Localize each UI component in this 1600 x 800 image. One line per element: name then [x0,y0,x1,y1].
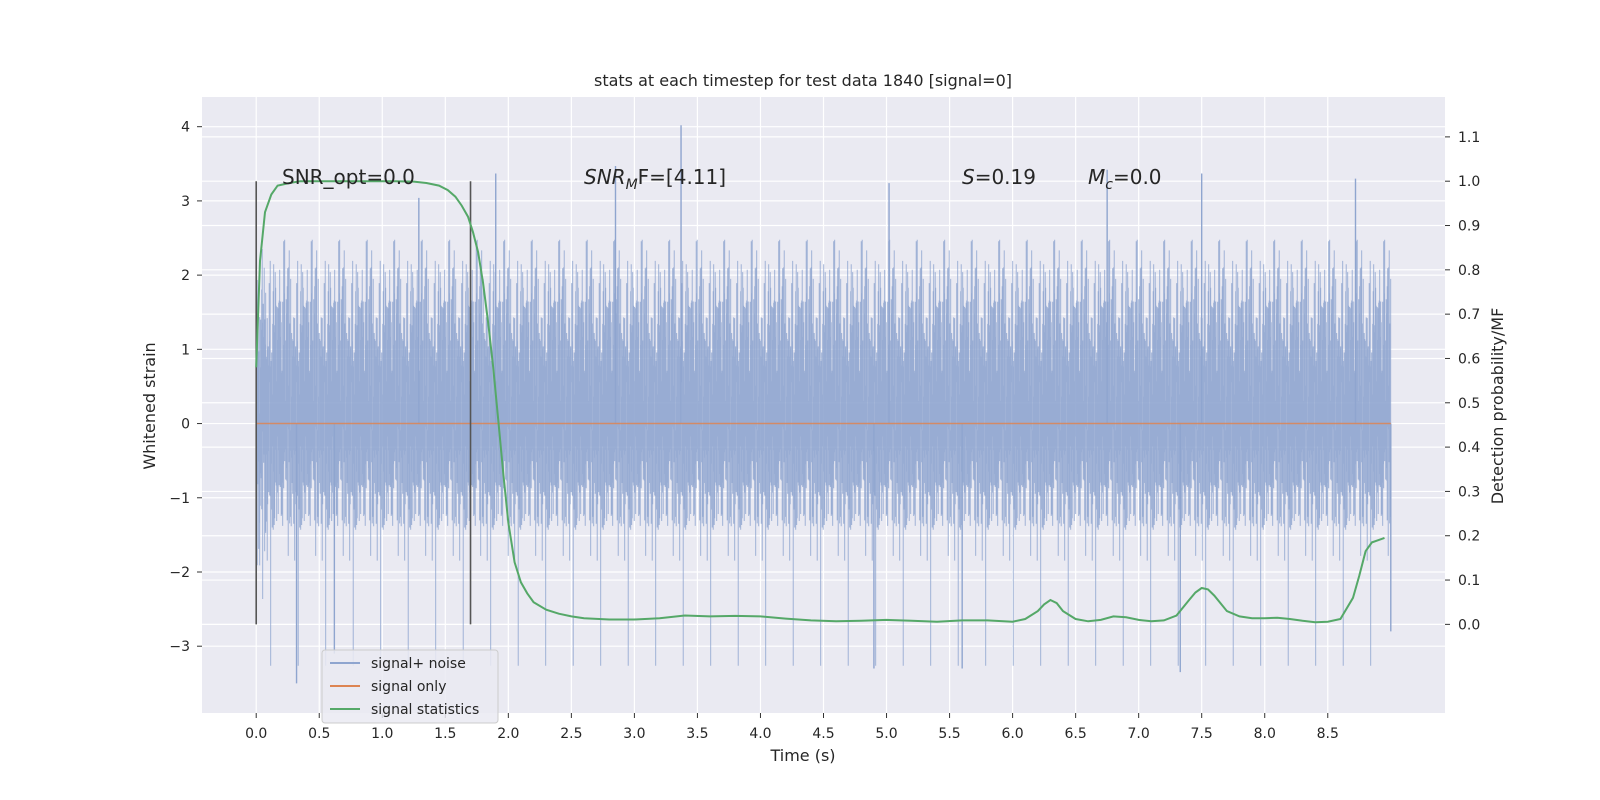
x-tick-label: 1.0 [371,726,393,742]
x-tick-label: 5.0 [875,726,897,742]
y2-tick-label: 0.6 [1458,351,1480,367]
y-tick-label: 0 [181,417,190,433]
y-tick-label: −1 [169,491,190,507]
y-axis-ticks: −3 −2 −1 0 1 2 3 4 [169,120,202,655]
y-tick-label: −3 [169,639,190,655]
x-tick-label: 6.0 [1001,726,1023,742]
y2-tick-label: 0.7 [1458,307,1480,323]
x-tick-label: 8.5 [1317,726,1339,742]
y-axis-label: Whitened strain [140,342,159,469]
annotation-mc-sub: c [1105,177,1113,193]
x-tick-label: 0.5 [308,726,330,742]
x-axis-label: Time (s) [769,746,835,765]
y2-tick-label: 0.2 [1458,529,1480,545]
y2-axis-ticks: 0.0 0.1 0.2 0.3 0.4 0.5 0.6 0.7 0.8 0.9 1.0 1.1 [1445,130,1480,633]
annotation-snr-mf: SNRMF=[4.11] [584,165,726,193]
annotation-s: S=0.19 [962,165,1036,189]
x-tick-label: 3.0 [623,726,645,742]
x-tick-label: 4.0 [749,726,771,742]
statistic-series [255,180,1385,624]
y-tick-label: 4 [181,120,190,136]
x-tick-label: 7.5 [1191,726,1213,742]
y-tick-label: −2 [169,565,190,581]
chart-title: stats at each timestep for test data 184… [594,71,1012,90]
annotation-s-main: S [962,165,975,189]
x-tick-label: 8.0 [1254,726,1276,742]
legend-box [321,649,499,724]
y2-tick-label: 0.8 [1458,263,1480,279]
legend-label-statistics: signal statistics [371,702,479,718]
x-tick-label: 2.5 [560,726,582,742]
y2-tick-label: 0.0 [1458,617,1480,633]
x-tick-label: 3.5 [686,726,708,742]
y2-tick-label: 0.1 [1458,573,1480,589]
annotation-mc: Mc=0.0 [1088,165,1162,193]
x-tick-label: 4.5 [812,726,834,742]
annotation-snr-mf-main: SNR [584,165,626,189]
y2-tick-label: 0.9 [1458,219,1480,235]
annotation-snr-mf-tail: F=[4.11] [638,165,726,189]
x-tick-label: 1.5 [434,726,456,742]
y2-axis-label: Detection probability/MF [1488,308,1507,505]
legend-label-signal: signal only [371,679,446,695]
legend: signal+ noise signal only signal statist… [321,649,499,724]
marker-lines [255,181,472,625]
x-tick-label: 6.5 [1064,726,1086,742]
y2-tick-label: 0.3 [1458,484,1480,500]
annotation-snr-opt: SNR_opt=0.0 [282,165,415,189]
y2-tick-label: 0.5 [1458,396,1480,412]
annotation-mc-tail: =0.0 [1113,165,1162,189]
y2-tick-label: 1.1 [1458,130,1480,146]
annotation-s-tail: =0.19 [975,165,1036,189]
y-tick-label: 1 [181,342,190,358]
annotation-snr-mf-sub: M [626,177,638,193]
y2-tick-label: 1.0 [1458,174,1480,190]
x-tick-label: 7.0 [1128,726,1150,742]
x-tick-label: 2.0 [497,726,519,742]
x-tick-label: 5.5 [938,726,960,742]
annotation-mc-main: M [1088,165,1105,189]
legend-label-noise: signal+ noise [371,656,466,672]
y2-tick-label: 0.4 [1458,440,1480,456]
y-tick-label: 3 [181,194,190,210]
x-tick-label: 0.0 [245,726,267,742]
x-axis-ticks: 0.0 0.5 1.0 1.5 2.0 2.5 3.0 3.5 4.0 4.5 5.0 5.5 6.0 6… [245,713,1339,742]
statistic-line [255,180,1385,624]
y-tick-label: 2 [181,268,190,284]
